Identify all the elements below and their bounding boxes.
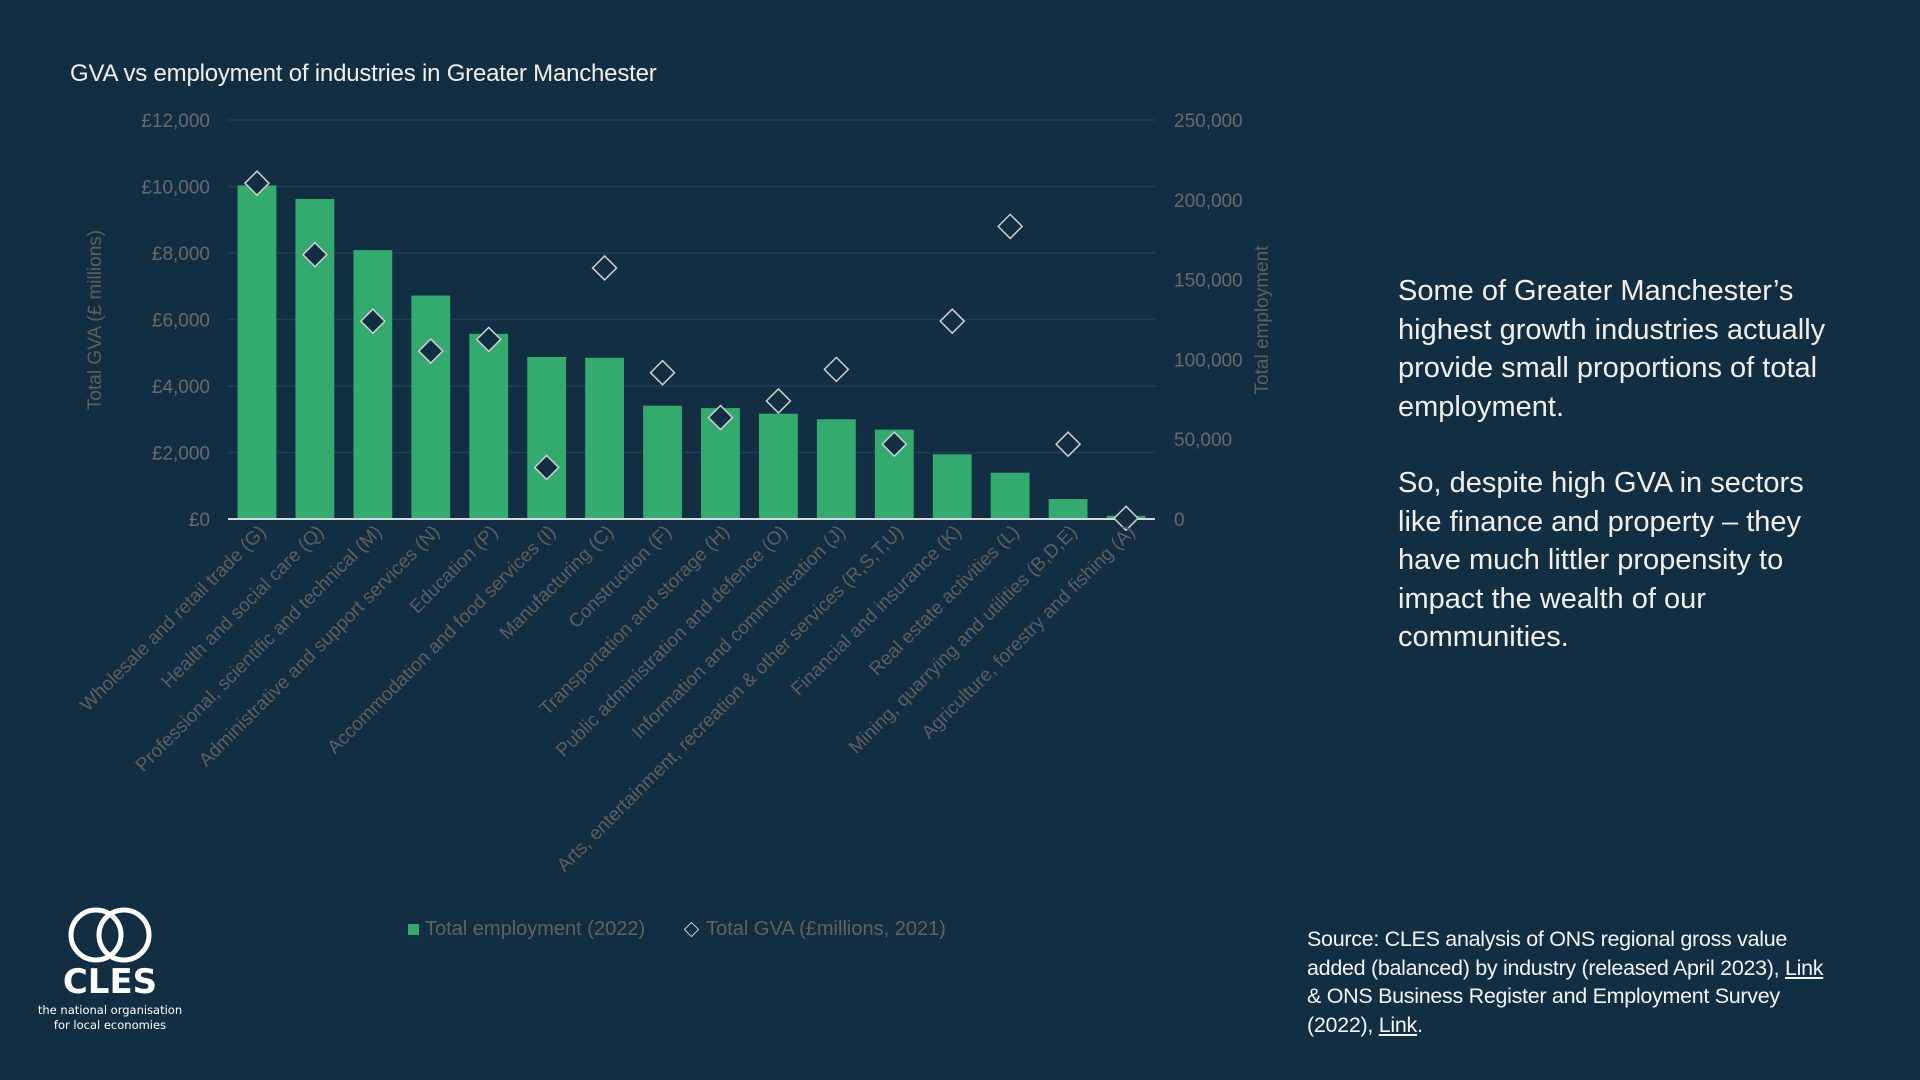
right-tick-label: 250,000 [1174, 111, 1243, 132]
gva-diamond-marker [243, 170, 271, 197]
legend-label-gva: Total GVA (£millions, 2021) [706, 918, 946, 940]
right-axis-ticks: 0 50,000 100,000 150,000 200,000 250,000 [1174, 111, 1243, 531]
left-tick-label: £4,000 [152, 377, 210, 398]
commentary-paragraph-2: So, despite high GVA in sectors like fin… [1398, 467, 1804, 653]
source-note: Source: CLES analysis of ONS regional gr… [1307, 925, 1827, 1039]
bar-employment [816, 419, 856, 519]
right-tick-label: 50,000 [1174, 430, 1232, 451]
gva-diamond-marker [707, 404, 734, 431]
left-axis-title: Total GVA (£ millions) [85, 230, 106, 410]
gva-diamond-marker [765, 387, 792, 415]
bar-employment [758, 413, 798, 519]
category-labels: Wholesale and retail trade (G)Health and… [76, 522, 1139, 877]
legend-item-gva: Total GVA (£millions, 2021) [683, 918, 946, 941]
bar-employment [411, 295, 451, 519]
gva-markers [243, 170, 1140, 532]
right-tick-label: 200,000 [1174, 191, 1243, 212]
bar-employment [932, 454, 972, 519]
bar-employment [1048, 499, 1088, 519]
bar-employment [585, 357, 625, 519]
gva-diamond-marker [649, 359, 676, 386]
legend-item-employment: Total employment (2022) [408, 918, 645, 941]
left-tick-label: £10,000 [141, 178, 210, 199]
right-tick-label: 150,000 [1174, 271, 1243, 292]
bar-employment [237, 185, 277, 519]
employment-bars [237, 185, 1146, 519]
gva-diamond-marker [939, 308, 966, 335]
bar-employment [353, 250, 393, 519]
gva-diamond-marker [475, 326, 502, 353]
gva-diamond-marker [359, 308, 386, 335]
left-axis-ticks: £0 £2,000 £4,000 £6,000 £8,000 £10,000 £12,000 [141, 111, 210, 531]
gva-diamond-marker [417, 338, 444, 365]
cles-logo: CLES the national organisation for local… [30, 905, 190, 1033]
gva-diamond-marker [997, 213, 1024, 240]
logo-tagline-2: for local economies [53, 1018, 167, 1032]
legend-label-employment: Total employment (2022) [425, 918, 646, 940]
gva-diamond-marker [881, 431, 908, 458]
left-tick-label: £2,000 [152, 444, 210, 465]
left-tick-label: £0 [189, 510, 210, 531]
left-tick-label: £6,000 [152, 311, 210, 332]
bar-employment [527, 357, 567, 519]
chart-title: GVA vs employment of industries in Great… [70, 60, 657, 87]
category-label: Construction (F) [565, 522, 676, 633]
bar-employment [990, 472, 1030, 519]
legend: Total employment (2022) Total GVA (£mill… [408, 918, 946, 941]
bar-swatch-icon [408, 924, 419, 935]
gva-diamond-marker [591, 254, 618, 282]
category-label: Agriculture, forestry and fishing (A) [918, 522, 1140, 744]
left-tick-label: £8,000 [152, 244, 210, 265]
source-link-bres[interactable]: Link [1378, 1012, 1418, 1037]
source-link-gva[interactable]: Link [1785, 955, 1824, 980]
logo-wordmark: CLES [62, 962, 158, 1002]
gva-diamond-marker [533, 454, 560, 481]
left-tick-label: £12,000 [141, 111, 210, 132]
right-tick-label: 100,000 [1174, 350, 1243, 371]
logo-tagline-1: the national organisation [37, 1003, 183, 1017]
source-suffix: . [1416, 1012, 1423, 1037]
category-label: Information and communication (J) [628, 522, 850, 744]
gva-diamond-marker [823, 356, 850, 383]
bar-employment [643, 405, 682, 519]
interlocking-rings-icon [68, 907, 152, 963]
right-tick-label: 0 [1174, 510, 1185, 531]
source-middle: & ONS Business Register and Employment S… [1307, 984, 1780, 1037]
commentary-paragraph-1: Some of Greater Manchester’s highest gro… [1398, 275, 1826, 423]
source-prefix: Source: CLES analysis of ONS regional gr… [1307, 927, 1788, 980]
bar-employment [469, 333, 509, 519]
gva-diamond-marker [1055, 431, 1082, 458]
right-axis-title: Total employment [1252, 245, 1273, 395]
gva-diamond-marker [301, 241, 328, 268]
diamond-swatch-icon [683, 921, 700, 938]
commentary: Some of Greater Manchester’s highest gro… [1398, 272, 1848, 695]
gva-diamond-marker [1112, 505, 1140, 532]
